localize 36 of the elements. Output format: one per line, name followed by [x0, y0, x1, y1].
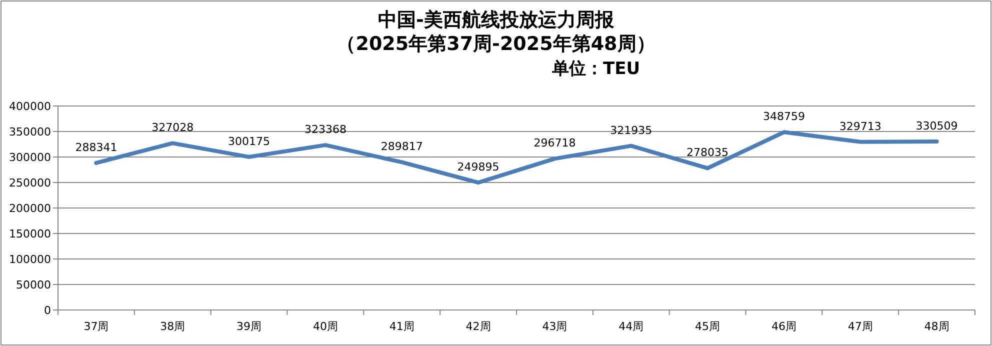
text: 单位：TEU — [550, 59, 640, 79]
x-tick-label: 40周 — [312, 320, 338, 333]
x-tick-label: 45周 — [695, 320, 720, 333]
data-label: 278035 — [686, 146, 729, 160]
data-label: 249895 — [457, 160, 500, 174]
y-tick-label: 100000 — [9, 253, 51, 266]
data-label: 300175 — [228, 134, 270, 148]
y-tick-label: 0 — [44, 304, 51, 317]
x-tick-label: 39周 — [236, 320, 262, 333]
data-label: 330509 — [916, 119, 958, 132]
data-label: 329713 — [839, 120, 882, 133]
data-label: 289817 — [380, 140, 423, 154]
data-label: 321935 — [610, 124, 652, 137]
x-tick-label: 48周 — [924, 320, 950, 333]
x-tick-label: 41周 — [389, 320, 414, 333]
y-tick-label: 200000 — [9, 202, 51, 215]
x-tick-label: 42周 — [466, 320, 491, 333]
x-tick-label: 47周 — [848, 320, 873, 333]
data-label: 296718 — [534, 136, 576, 150]
y-tick-label: 150000 — [9, 228, 51, 240]
data-label: 288341 — [75, 140, 118, 154]
data-label: 348759 — [762, 110, 805, 124]
x-tick-label: 37周 — [84, 320, 109, 333]
y-tick-label: 350000 — [9, 126, 51, 138]
x-tick-label: 44周 — [618, 320, 644, 333]
y-tick-label: 50000 — [16, 278, 51, 292]
y-tick-label: 300000 — [9, 151, 51, 164]
x-tick-label: 38周 — [160, 320, 186, 333]
chart-subtitle: （2025年第37周-2025年第48周） — [336, 33, 656, 55]
y-tick-label: 250000 — [9, 176, 51, 190]
x-tick-label: 43周 — [542, 320, 568, 333]
data-label: 323368 — [304, 123, 346, 136]
y-tick-label: 400000 — [9, 100, 51, 113]
x-tick-label: 46周 — [771, 320, 796, 333]
chart-title: 中国-美西航线投放运力周报 — [378, 9, 615, 31]
data-label: 327028 — [152, 121, 194, 134]
